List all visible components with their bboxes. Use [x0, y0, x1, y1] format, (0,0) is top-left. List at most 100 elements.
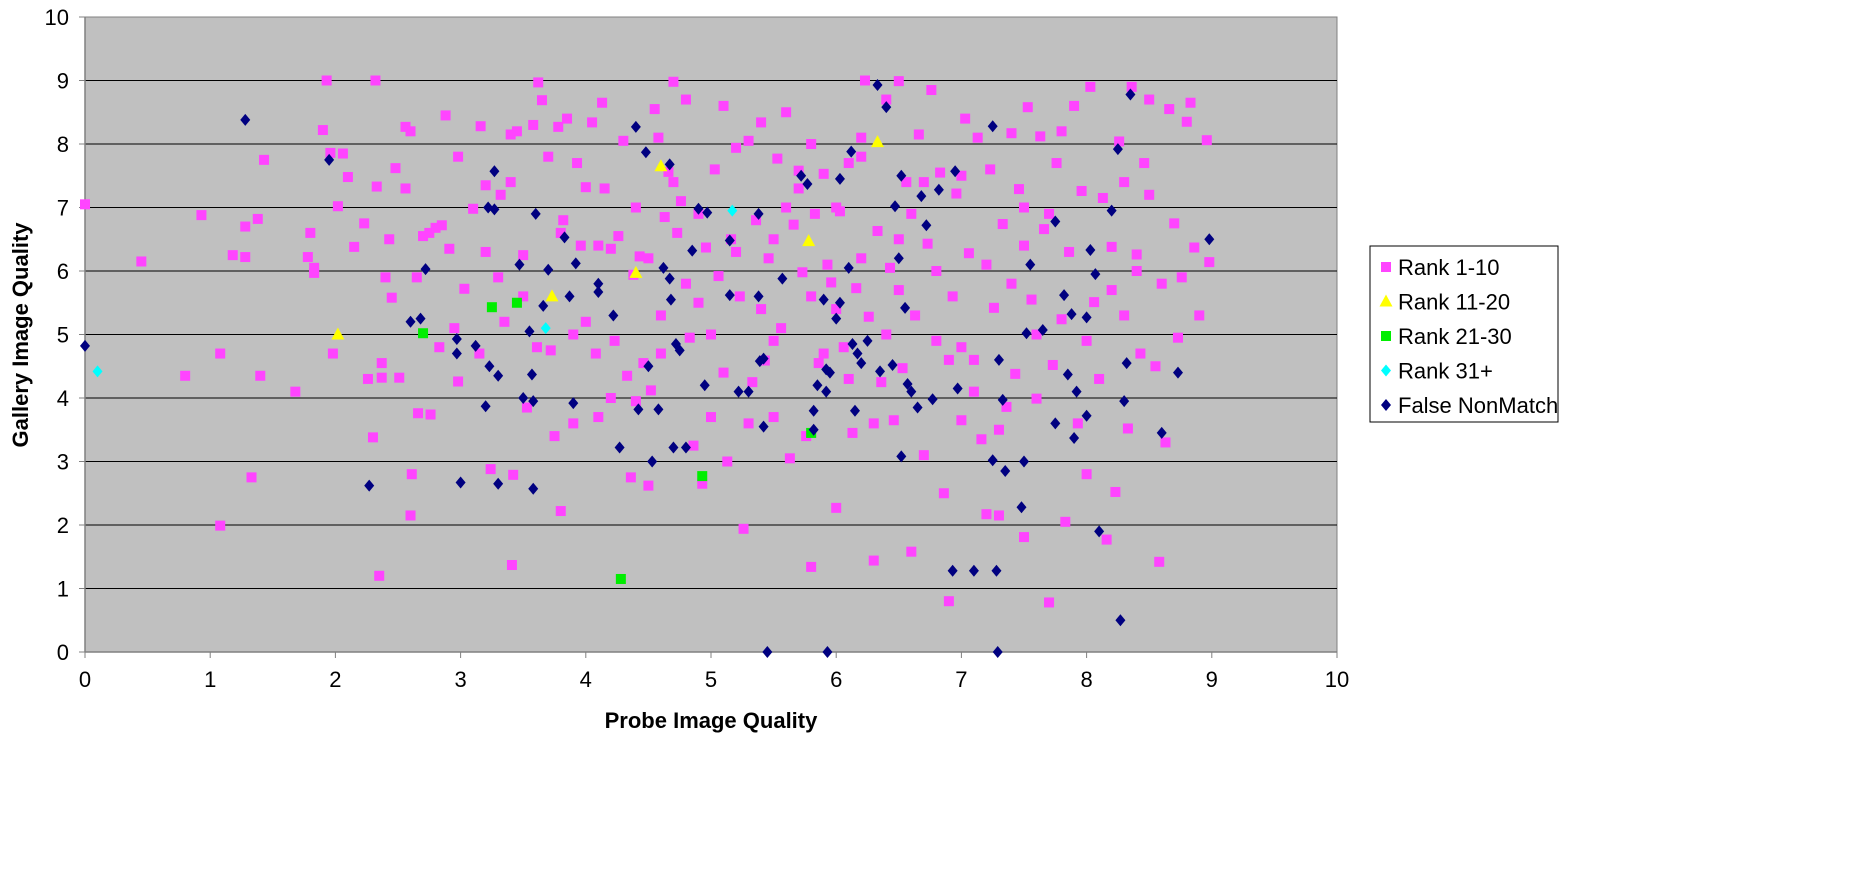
point-false-nonmatch	[1125, 88, 1136, 101]
point-rank-1-10	[485, 464, 496, 475]
point-false-nonmatch	[514, 258, 525, 271]
point-rank-1-10	[731, 142, 742, 153]
point-rank-1-10	[897, 363, 908, 374]
legend-label: Rank 11-20	[1398, 290, 1510, 315]
point-rank-21-30	[697, 471, 708, 482]
point-rank-1-10	[645, 385, 656, 396]
point-false-nonmatch	[906, 385, 917, 398]
point-rank-1-10	[528, 119, 539, 130]
point-false-nonmatch	[1066, 308, 1077, 321]
point-false-nonmatch	[420, 263, 431, 276]
point-rank-1-10	[622, 370, 633, 381]
point-rank-1-10	[910, 310, 921, 321]
point-false-nonmatch	[896, 450, 907, 463]
point-rank-1-10	[518, 250, 529, 261]
point-rank-1-10	[599, 183, 610, 194]
point-rank-1-10	[806, 291, 817, 302]
point-false-nonmatch	[831, 312, 842, 325]
point-false-nonmatch	[405, 315, 416, 328]
point-false-nonmatch	[640, 146, 651, 159]
point-rank-1-10	[1194, 310, 1205, 321]
point-rank-21-30	[615, 573, 626, 584]
point-false-nonmatch	[568, 397, 579, 410]
point-rank-1-10	[718, 100, 729, 111]
point-rank-1-10	[459, 283, 470, 294]
point-rank-1-10	[1056, 314, 1067, 325]
point-false-nonmatch	[890, 200, 901, 213]
point-false-nonmatch	[451, 347, 462, 360]
point-rank-1-10	[511, 126, 522, 137]
point-rank-1-10	[906, 546, 917, 557]
point-rank-1-10	[1150, 361, 1161, 372]
point-rank-1-10	[856, 132, 867, 143]
point-rank-1-10	[838, 342, 849, 353]
point-rank-1-10	[981, 509, 992, 520]
point-rank-1-10	[1122, 423, 1133, 434]
point-rank-1-10	[847, 427, 858, 438]
point-rank-1-10	[1022, 102, 1033, 113]
gridlines	[85, 80, 1337, 589]
point-false-nonmatch	[822, 646, 833, 658]
point-rank-1-10	[1056, 126, 1067, 137]
point-rank-1-10	[1119, 310, 1130, 321]
point-rank-1-10	[1181, 116, 1192, 127]
point-false-nonmatch	[664, 272, 675, 285]
point-rank-1-10	[731, 246, 742, 257]
point-rank-1-10	[781, 107, 792, 118]
point-rank-1-10	[1006, 128, 1017, 139]
point-rank-1-10	[793, 183, 804, 194]
point-rank-1-10	[922, 238, 933, 249]
point-rank-1-10	[684, 332, 695, 343]
point-false-nonmatch	[653, 403, 664, 416]
point-rank-1-10	[605, 243, 616, 254]
point-rank-1-10	[872, 225, 883, 236]
legend-label: False NonMatch	[1398, 393, 1558, 418]
point-rank-1-10	[960, 113, 971, 124]
point-rank-1-10	[659, 212, 670, 223]
legend-label: Rank 21-30	[1398, 324, 1512, 349]
y-tick-label: 5	[57, 323, 69, 348]
point-false-nonmatch	[753, 290, 764, 303]
point-false-nonmatch	[593, 285, 604, 298]
x-tick-label: 7	[955, 667, 967, 692]
point-false-nonmatch	[608, 309, 619, 322]
point-rank-1-10	[781, 202, 792, 213]
point-rank-1-10	[630, 202, 641, 213]
y-tick-label: 2	[57, 513, 69, 538]
point-rank-1-10	[390, 163, 401, 174]
point-rank-1-10	[290, 386, 301, 397]
point-rank-1-10	[888, 415, 899, 426]
point-rank-21-30	[486, 302, 497, 313]
point-rank-1-10	[653, 132, 664, 143]
point-false-nonmatch	[887, 358, 898, 371]
y-tick-label: 0	[57, 640, 69, 665]
point-rank-1-10	[531, 342, 542, 353]
point-rank-1-10	[405, 126, 416, 137]
point-rank-1-10	[1039, 224, 1050, 235]
point-rank-1-10	[508, 469, 519, 480]
point-false-nonmatch	[1172, 366, 1183, 379]
point-rank-1-10	[885, 262, 896, 273]
y-tick-label: 4	[57, 386, 69, 411]
point-rank-1-10	[444, 243, 455, 254]
point-false-nonmatch	[1037, 324, 1048, 337]
point-false-nonmatch	[80, 339, 90, 352]
point-rank-1-10	[196, 210, 207, 221]
point-rank-1-10	[240, 252, 251, 263]
point-rank-1-10	[136, 256, 147, 267]
point-rank-1-10	[1064, 246, 1075, 257]
y-tick-label: 8	[57, 132, 69, 157]
point-rank-21-30	[511, 297, 522, 308]
y-tick-label: 10	[45, 5, 69, 30]
point-rank-1-10	[593, 240, 604, 251]
point-rank-1-10	[400, 121, 411, 132]
point-rank-1-10	[495, 189, 506, 200]
point-rank-1-10	[763, 253, 774, 264]
point-rank-1-10	[553, 121, 564, 132]
point-false-nonmatch	[1021, 327, 1032, 340]
point-rank-1-10	[1131, 249, 1142, 260]
point-rank-1-10	[1106, 241, 1117, 252]
point-rank-1-10	[843, 373, 854, 384]
point-rank-1-10	[772, 153, 783, 164]
point-false-nonmatch	[1000, 465, 1011, 478]
